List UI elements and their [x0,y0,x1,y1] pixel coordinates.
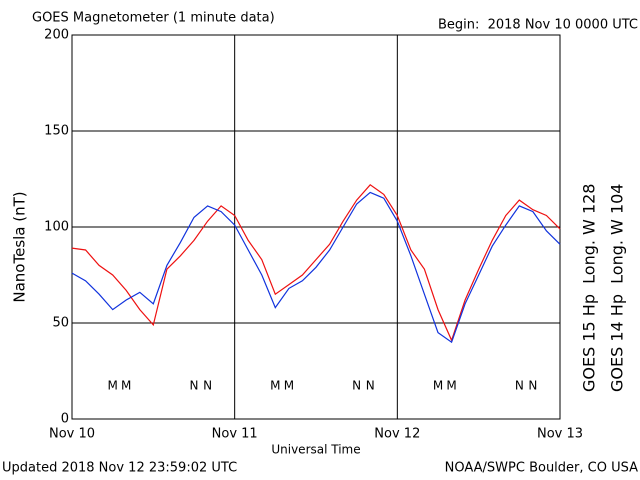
y-tick-label: 200 [44,28,69,43]
x-tick-label: Nov 13 [537,427,583,442]
y-tick-label: 50 [52,316,69,331]
marker-label: M [446,379,456,393]
marker-label: N [515,379,524,393]
y-tick-label: 100 [44,220,69,235]
legend-entry: GOES 14 Hp Long. W 104 [608,184,627,392]
marker-label: N [352,379,361,393]
y-tick-label: 0 [61,412,69,427]
marker-label: M [107,379,117,393]
y-axis-label: NanoTesla (nT) [11,191,29,302]
marker-label: M [270,379,280,393]
x-tick-label: Nov 12 [374,427,420,442]
marker-label: N [366,379,375,393]
footer-left: Updated 2018 Nov 12 23:59:02 UTC [2,461,237,476]
series-line [71,183,561,342]
x-tick-label: Nov 11 [212,427,258,442]
series-line [71,191,561,344]
x-tick-label: Nov 10 [49,427,95,442]
marker-label: M [121,379,131,393]
marker-label: N [528,379,537,393]
legend-entry: GOES 15 Hp Long. W 128 [580,184,599,392]
x-axis-label: Universal Time [271,443,360,457]
marker-label: N [203,379,212,393]
plot-border [71,34,561,420]
marker-label: M [284,379,294,393]
marker-label: M [433,379,443,393]
subtitle: Begin: 2018 Nov 10 0000 UTC [438,18,638,33]
y-tick-label: 150 [44,124,69,139]
chart-title: GOES Magnetometer (1 minute data) [32,11,275,26]
footer-right: NOAA/SWPC Boulder, CO USA [445,461,638,476]
marker-label: N [190,379,199,393]
